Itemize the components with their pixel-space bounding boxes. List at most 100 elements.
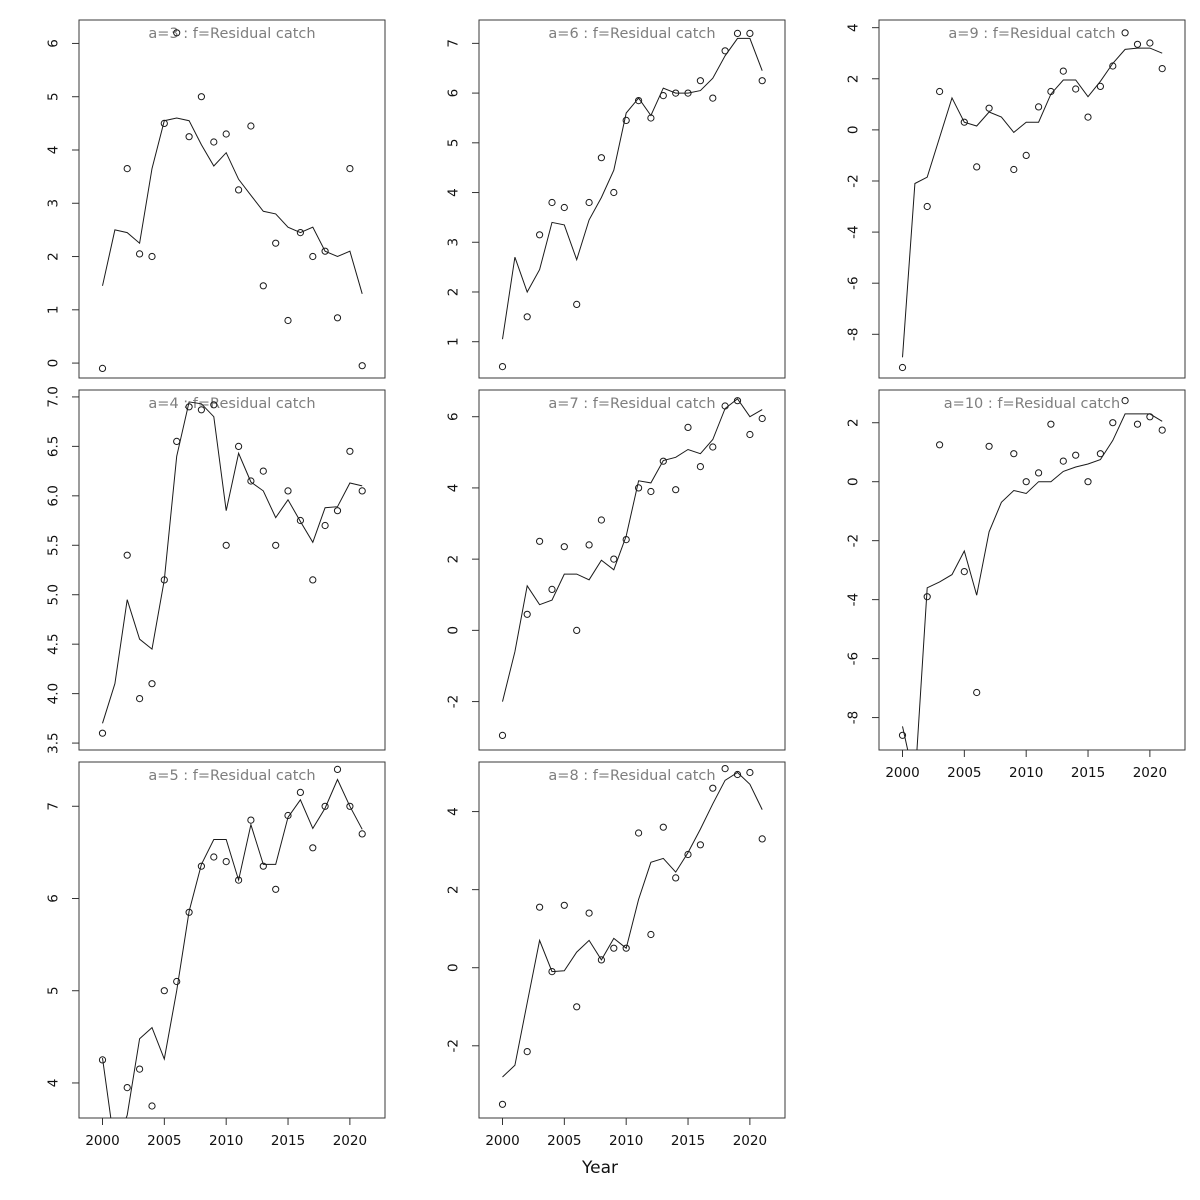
data-point <box>1022 478 1030 486</box>
y-tick-label: 5 <box>45 92 61 101</box>
data-point <box>985 104 993 112</box>
data-point <box>1010 450 1018 458</box>
panel-title: a=4 : f=Residual catch <box>148 396 315 412</box>
y-tick-label: 0 <box>845 477 861 486</box>
data-point <box>672 89 680 97</box>
data-point <box>585 909 593 917</box>
data-point <box>1022 151 1030 159</box>
panel-data <box>498 765 766 1108</box>
data-point <box>709 784 717 792</box>
panel-border <box>78 389 386 751</box>
x-tick-label: 2020 <box>733 1133 767 1149</box>
data-point <box>1158 426 1166 434</box>
data-point <box>123 165 131 173</box>
data-point <box>185 908 193 916</box>
data-point <box>498 363 507 371</box>
data-point <box>346 447 354 455</box>
data-point <box>573 1003 581 1011</box>
data-point <box>733 397 742 405</box>
data-point <box>635 484 643 492</box>
panel-border <box>478 389 786 751</box>
data-point <box>936 441 944 449</box>
data-point <box>160 576 168 584</box>
panel-title: a=9 : f=Residual catch <box>948 26 1115 42</box>
panel-border <box>78 761 386 1119</box>
panel-title: a=6 : f=Residual catch <box>548 26 715 42</box>
data-point <box>1096 82 1105 91</box>
data-point <box>321 802 329 810</box>
data-point <box>185 133 193 141</box>
panel-data <box>498 397 766 740</box>
data-point <box>758 77 766 85</box>
data-point <box>622 116 630 125</box>
data-point <box>1035 469 1043 477</box>
data-point <box>721 402 729 410</box>
y-tick-label: 0 <box>45 359 61 368</box>
panel-a7: a=7 : f=Residual catch -2 0 2 4 6 <box>445 389 786 751</box>
data-point <box>585 198 593 207</box>
data-point <box>272 239 280 247</box>
data-point <box>923 593 931 601</box>
data-point <box>148 680 156 688</box>
data-point <box>197 406 205 414</box>
x-tick-label: 2005 <box>547 1133 581 1149</box>
panel-data <box>98 401 366 737</box>
y-tick-label: 4 <box>45 146 61 155</box>
panel-border <box>478 19 786 379</box>
panel-data <box>898 397 1166 750</box>
data-point <box>185 403 193 411</box>
data-point <box>523 313 531 321</box>
y-tick-label: 4 <box>845 23 861 32</box>
data-point <box>333 314 342 322</box>
fit-line <box>902 47 1163 358</box>
y-tick-label: 0 <box>445 963 461 972</box>
data-point <box>358 362 366 370</box>
y-tick-label: 0 <box>445 626 461 635</box>
data-point <box>923 202 931 211</box>
x-tick-label: 2015 <box>671 1133 705 1149</box>
y-tick-label: -2 <box>845 534 861 547</box>
y-tick-label: 6 <box>45 39 61 48</box>
y-tick-label: 5 <box>445 139 461 148</box>
data-point <box>721 765 729 773</box>
y-tick-label: -2 <box>445 695 461 708</box>
data-point <box>1047 87 1055 96</box>
data-point <box>1133 40 1142 48</box>
y-tick-label: 2 <box>445 885 461 894</box>
data-point <box>597 956 606 964</box>
data-point <box>536 537 544 545</box>
data-point <box>1072 451 1080 459</box>
data-point <box>709 94 717 102</box>
panel-title: a=7 : f=Residual catch <box>548 396 715 412</box>
data-point <box>284 487 292 495</box>
fit-line <box>102 117 363 294</box>
data-point <box>1121 397 1129 405</box>
data-point <box>197 93 205 101</box>
fit-line <box>502 398 763 702</box>
panel-title: a=8 : f=Residual catch <box>548 768 715 784</box>
panel-a10: a=10 : f=Residual catch -8 -6 -4 -2 0 2 2000 200… <box>845 389 1186 781</box>
data-point <box>160 119 168 128</box>
data-point <box>173 437 181 445</box>
panel-a3: a=3 : f=Residual catch 0 1 2 3 4 5 6 <box>45 19 386 379</box>
data-point <box>973 688 981 697</box>
data-point <box>136 1065 144 1073</box>
data-point <box>498 1100 507 1108</box>
data-point <box>635 829 643 837</box>
data-point <box>746 430 754 439</box>
data-point <box>148 252 156 261</box>
data-point <box>235 876 243 884</box>
data-point <box>284 316 292 325</box>
data-point <box>98 1056 107 1064</box>
x-tick-label: 2020 <box>1133 765 1167 781</box>
y-tick-label: 6.5 <box>45 436 61 457</box>
fit-line <box>502 771 763 1078</box>
data-point <box>333 507 342 515</box>
data-point <box>346 165 354 173</box>
data-point <box>309 252 317 261</box>
data-point <box>222 130 230 138</box>
data-point <box>1059 457 1067 465</box>
y-tick-label: 4 <box>445 484 461 493</box>
data-point <box>696 841 705 849</box>
